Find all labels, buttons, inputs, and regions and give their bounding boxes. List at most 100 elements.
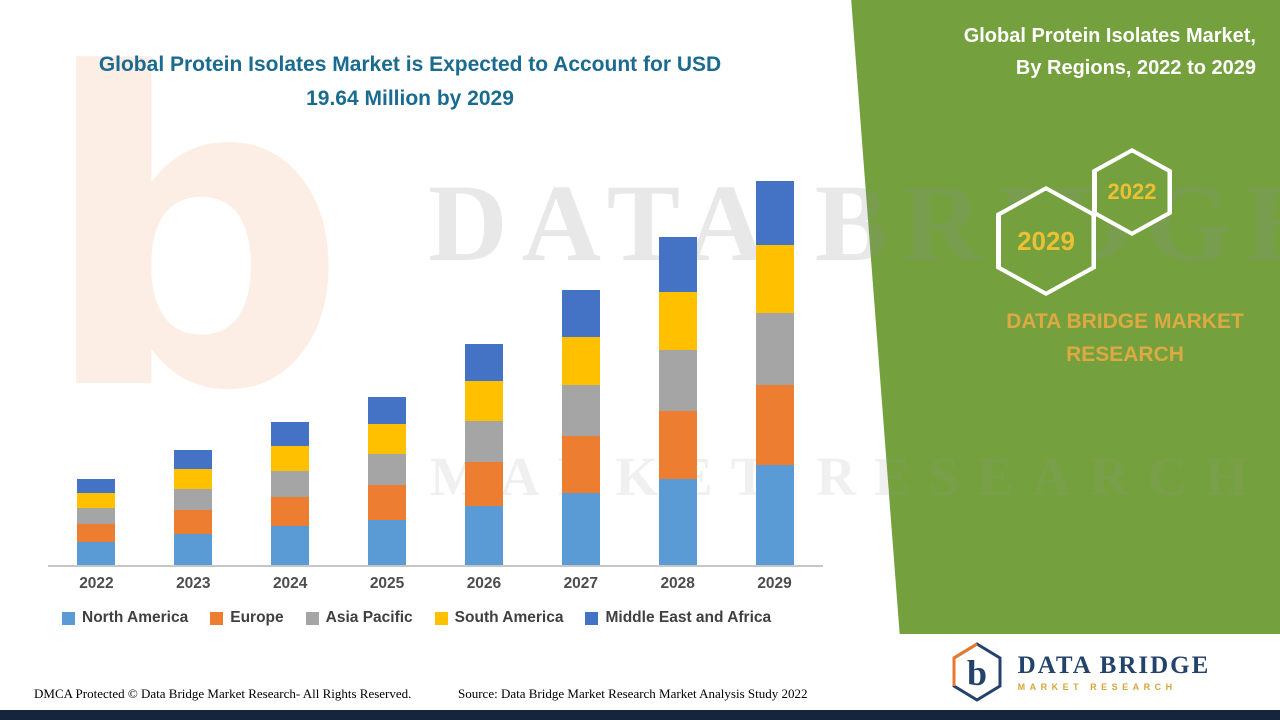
x-axis-label: 2023	[176, 575, 211, 592]
bar-segment	[77, 492, 116, 509]
bar-segment	[77, 508, 116, 525]
legend-label: North America	[82, 609, 189, 626]
brand-text-line1: DATA BRIDGE MARKET	[1006, 310, 1244, 333]
chart-title-line2: 19.64 Million by 2029	[306, 86, 514, 110]
x-axis-labels: 2022 2023 2024 2025 2026 2027 2028 2029	[48, 575, 823, 593]
chart-region: 2022 2023 2024 2025 2026 2027 2028 2029 North A…	[48, 150, 823, 627]
bar-segment	[658, 410, 697, 480]
bar-segment	[755, 181, 794, 245]
legend-swatch	[305, 611, 319, 625]
dmca-notice: DMCA Protected © Data Bridge Market Rese…	[34, 686, 412, 701]
bar-segment	[271, 496, 310, 526]
x-axis-label: 2029	[757, 575, 792, 592]
bar-segment	[658, 350, 697, 411]
bar-segment	[755, 385, 794, 466]
bar-segment	[77, 541, 116, 565]
bar-segment	[464, 420, 503, 462]
bar-segment	[464, 381, 503, 421]
hexagon-2022-label: 2022	[1096, 152, 1168, 232]
bar-segment	[658, 291, 697, 351]
bar-segment	[174, 469, 213, 489]
x-axis-label: 2025	[369, 575, 405, 592]
bar-segment	[174, 488, 213, 511]
hexagon-2022: 2022	[1092, 148, 1172, 236]
bar-segment	[174, 533, 213, 565]
panel-heading: Global Protein Isolates Market, By Regio…	[964, 20, 1256, 84]
legend-swatch	[585, 611, 599, 625]
logo-brand-text: DATA BRIDGE	[1017, 651, 1211, 679]
stacked-bar-2023	[174, 449, 213, 565]
svg-text:b: b	[967, 653, 987, 693]
panel-heading-line1: Global Protein Isolates Market,	[963, 25, 1256, 47]
bar-segment	[271, 525, 310, 565]
bar-segment	[174, 449, 213, 470]
bar-segment	[174, 510, 213, 534]
legend-label: Middle East and Africa	[605, 609, 772, 626]
legend-swatch	[210, 611, 224, 625]
bar-segment	[368, 397, 407, 425]
logo-box: b DATA BRIDGE MARKET RESEARCH	[880, 634, 1280, 710]
logo-text: DATA BRIDGE MARKET RESEARCH	[1018, 652, 1211, 693]
stacked-bar-2022	[77, 479, 116, 565]
bar-segment	[658, 236, 697, 292]
legend-item: Asia Pacific	[305, 609, 413, 627]
plot-area	[48, 150, 823, 567]
bar-segment	[755, 313, 794, 386]
legend-item: South America	[434, 609, 564, 627]
bar-segment	[755, 465, 794, 565]
bar-segment	[561, 436, 600, 493]
bar-segment	[368, 520, 407, 565]
x-axis-label: 2028	[660, 575, 695, 592]
bar-segment	[464, 461, 503, 507]
brand-text: DATA BRIDGE MARKET RESEARCH	[985, 306, 1265, 371]
hexagon-2029-border: 2029	[996, 186, 1096, 296]
legend-swatch	[62, 611, 75, 625]
stacked-bar-2025	[368, 397, 407, 565]
bar-segment	[561, 289, 600, 337]
bar-segment	[368, 424, 407, 454]
bar-segment	[77, 524, 116, 542]
stacked-bar-2027	[561, 289, 600, 565]
bar-segment	[658, 479, 697, 565]
legend-label: Europe	[230, 609, 284, 626]
bar-segment	[464, 344, 503, 382]
bar-segment	[755, 244, 794, 314]
bar-segment	[271, 445, 310, 472]
x-axis-label: 2027	[563, 575, 599, 592]
bar-segment	[464, 506, 503, 565]
brand-text-line2: RESEARCH	[1066, 342, 1184, 366]
bar-segment	[561, 385, 600, 437]
legend-label: Asia Pacific	[325, 609, 413, 626]
x-axis-label: 2024	[272, 575, 308, 592]
hexagon-2022-border: 2022	[1092, 148, 1172, 236]
bar-segment	[271, 422, 310, 446]
panel-heading-line2: By Regions, 2022 to 2029	[1015, 57, 1256, 79]
stacked-bar-2029	[755, 181, 794, 565]
legend-swatch	[434, 611, 448, 625]
bar-segment	[561, 336, 600, 386]
x-axis-label: 2026	[466, 575, 502, 592]
legend: North America Europe Asia Pacific South Ame…	[48, 609, 823, 627]
bar-segment	[368, 484, 407, 521]
legend-item: North America	[62, 609, 188, 627]
hexagon-2029: 2029	[996, 186, 1096, 296]
legend-item: Europe	[210, 609, 284, 627]
bar-segment	[561, 492, 600, 565]
databridge-logo-icon: b	[952, 642, 1002, 702]
bar-segment	[271, 471, 310, 497]
bar-segment	[368, 453, 407, 485]
bottom-strip	[0, 710, 1280, 720]
stacked-bar-2024	[271, 422, 310, 565]
stacked-bar-2026	[464, 344, 503, 565]
chart-title: Global Protein Isolates Market is Expect…	[55, 48, 765, 115]
hexagon-2029-label: 2029	[1000, 190, 1092, 292]
legend-item: Middle East and Africa	[585, 609, 771, 627]
x-axis-label: 2022	[79, 575, 114, 592]
bar-segment	[77, 479, 116, 493]
source-note: Source: Data Bridge Market Research Mark…	[458, 686, 808, 701]
stacked-bar-2028	[658, 236, 697, 565]
legend-label: South America	[454, 609, 564, 626]
chart-title-line1: Global Protein Isolates Market is Expect…	[98, 53, 722, 76]
